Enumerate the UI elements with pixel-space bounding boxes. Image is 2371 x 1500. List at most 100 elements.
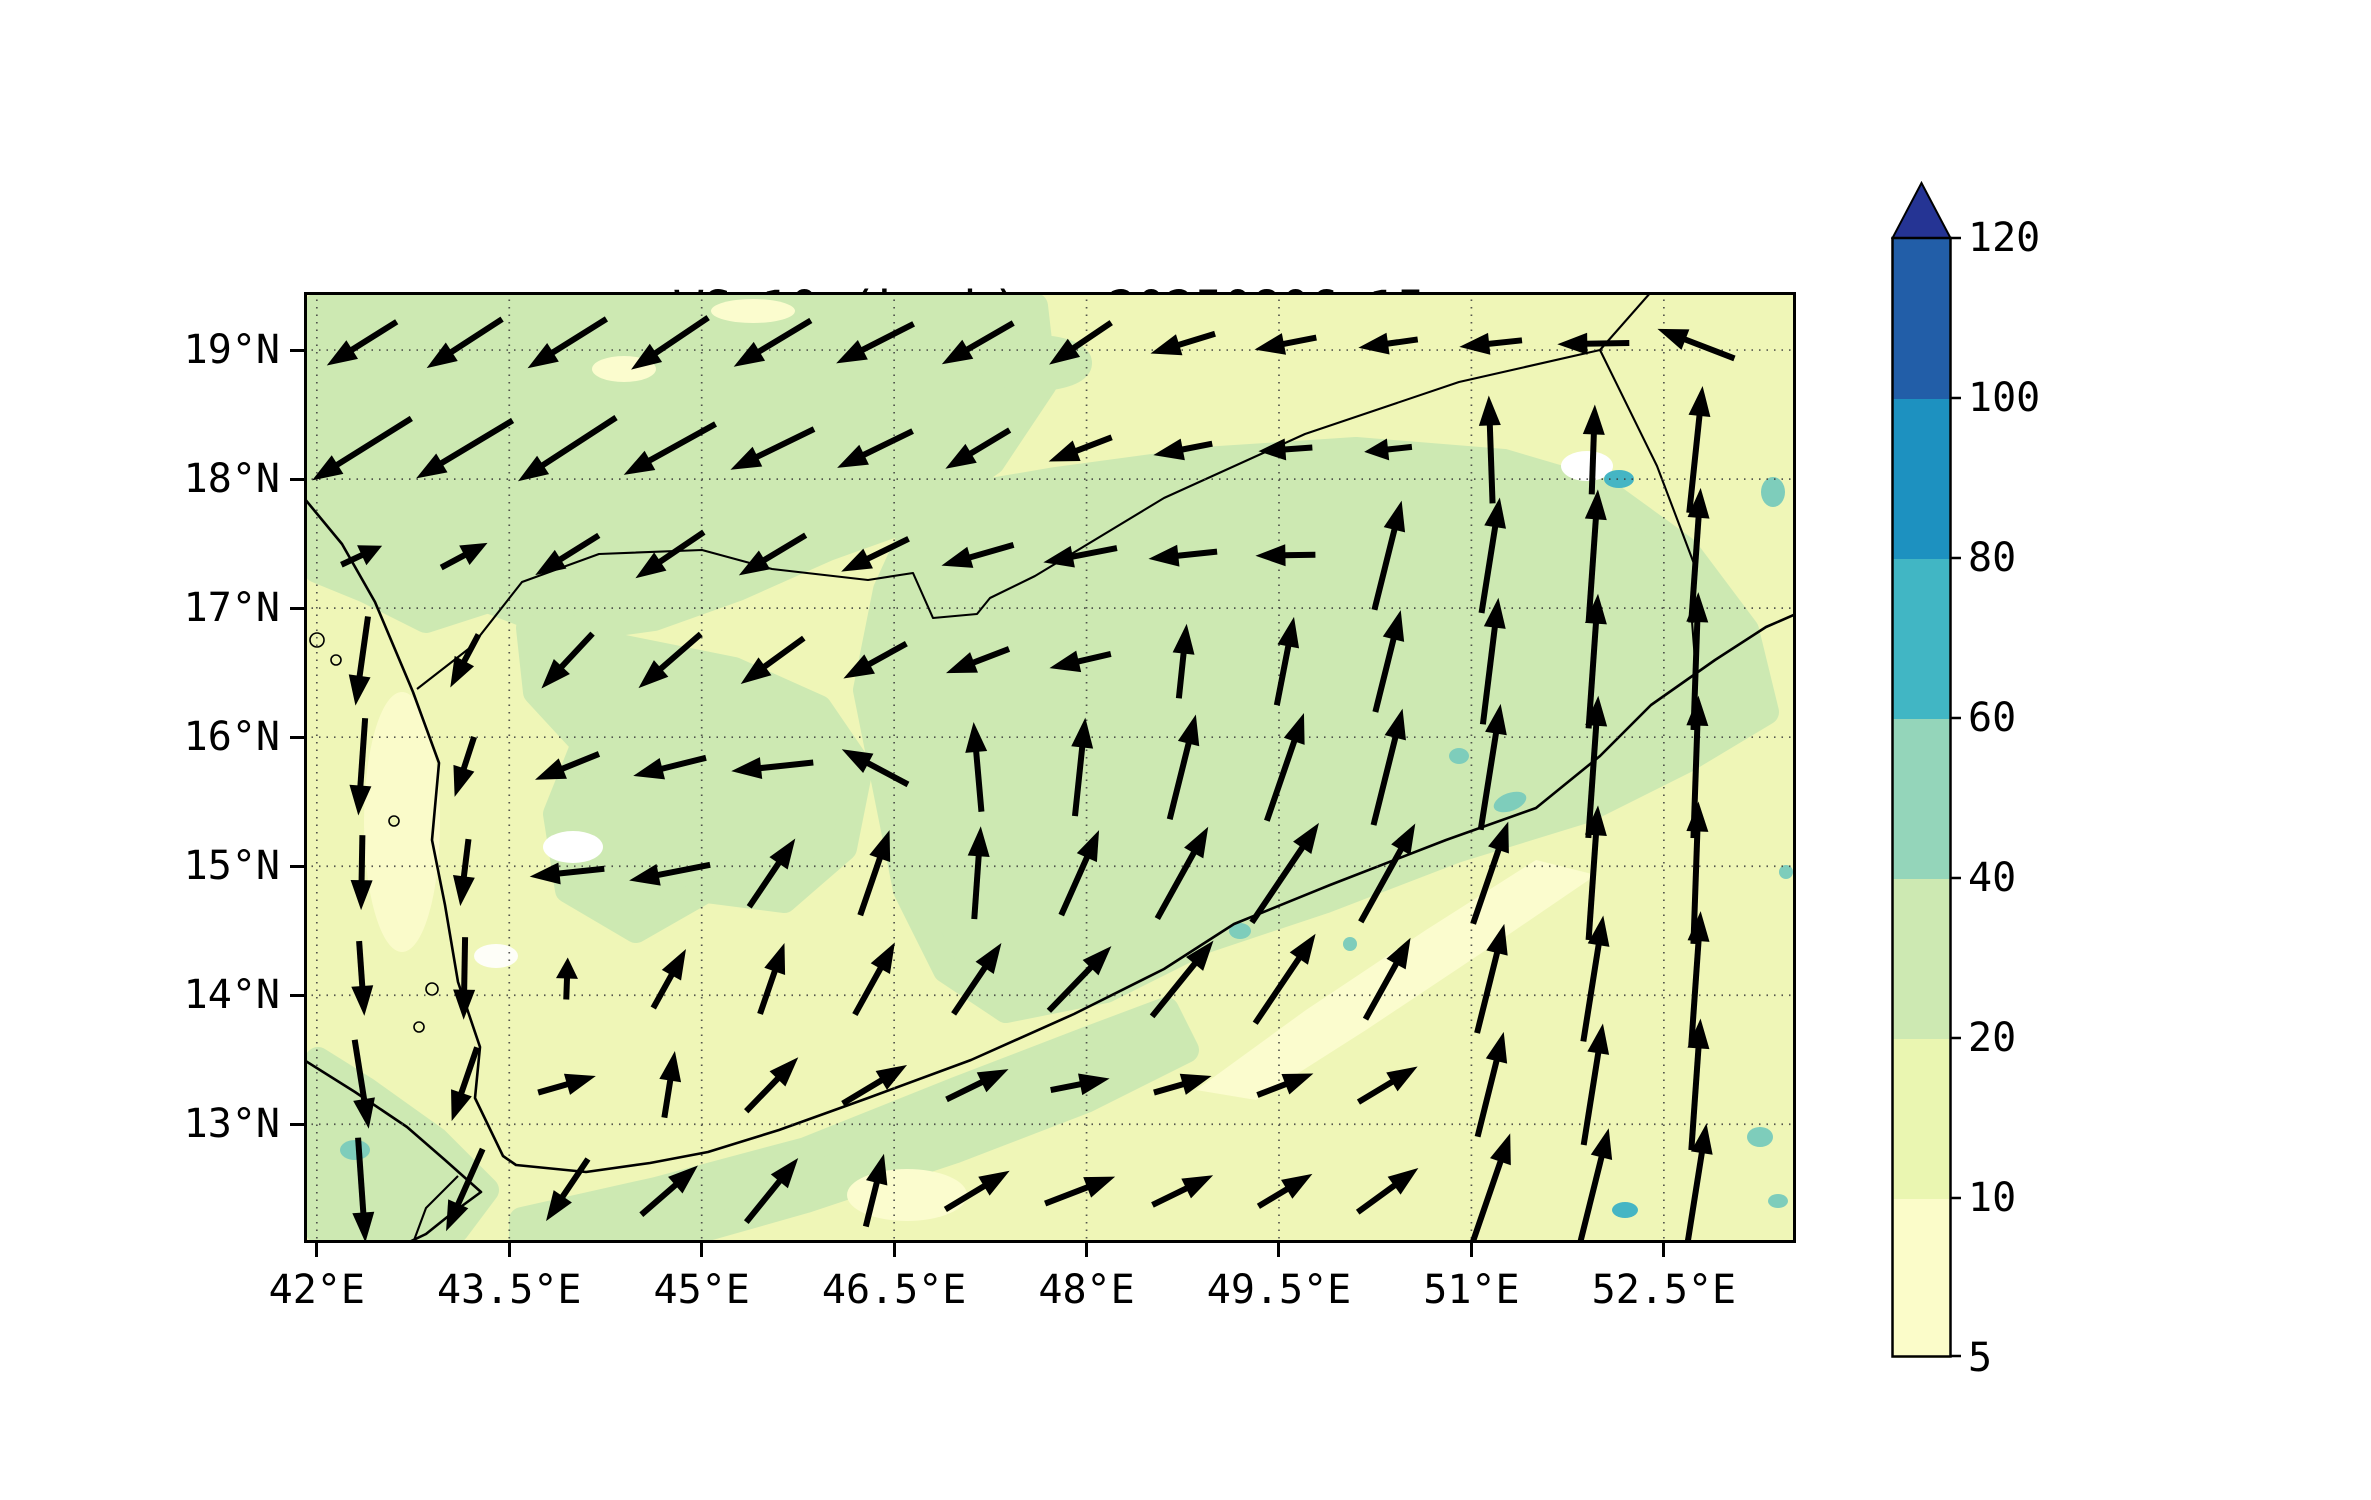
wind-arrow xyxy=(738,532,808,576)
quiver-overlay xyxy=(304,292,1796,1243)
colorbar-over-arrow xyxy=(1891,181,1953,239)
wind-arrow xyxy=(733,317,813,367)
wind-arrow xyxy=(1370,708,1406,826)
wind-arrow xyxy=(1151,1175,1214,1208)
wind-arrow xyxy=(757,943,786,1015)
wind-arrow xyxy=(730,426,816,470)
wind-arrow xyxy=(1584,489,1607,622)
x-tick xyxy=(1085,1243,1089,1257)
wind-arrow xyxy=(1470,821,1509,925)
wind-arrow xyxy=(1153,438,1213,461)
y-tick-label: 16°N xyxy=(183,714,280,761)
wind-arrow xyxy=(945,1069,1009,1103)
wind-arrow xyxy=(529,862,605,885)
wind-arrow xyxy=(941,542,1015,568)
wind-arrow xyxy=(965,722,988,812)
wind-arrow xyxy=(426,316,504,369)
x-tick-label: 45°E xyxy=(653,1267,750,1313)
wind-arrow xyxy=(1577,1128,1613,1243)
wind-arrow xyxy=(1356,1066,1418,1105)
wind-arrow xyxy=(1046,946,1112,1013)
wind-arrow xyxy=(326,319,399,366)
wind-arrow xyxy=(517,415,618,482)
wind-arrow xyxy=(1372,610,1405,713)
wind-arrow xyxy=(1172,623,1195,699)
wind-arrow xyxy=(1371,500,1406,611)
wind-arrow xyxy=(1255,544,1316,567)
x-tick xyxy=(1469,1243,1473,1257)
wind-arrow xyxy=(1256,1173,1313,1209)
y-tick xyxy=(290,606,304,610)
wind-arrow xyxy=(1686,386,1711,514)
x-tick-label: 52.5°E xyxy=(1591,1267,1737,1313)
wind-arrow xyxy=(527,316,609,369)
wind-arrow xyxy=(1258,438,1313,461)
wind-arrow xyxy=(1580,1023,1610,1146)
colorbar-segment xyxy=(1892,1198,1951,1358)
wind-arrow xyxy=(1148,544,1218,567)
wind-arrow xyxy=(416,417,515,479)
wind-arrow xyxy=(946,646,1011,674)
colorbar-tick-label: 10 xyxy=(1968,1175,2017,1221)
wind-arrow xyxy=(1049,650,1112,673)
colorbar-tick-label: 20 xyxy=(1968,1015,2017,1061)
wind-arrow xyxy=(1058,830,1100,917)
wind-arrow xyxy=(1364,438,1413,461)
colorbar-tick-label: 120 xyxy=(1968,215,2041,261)
x-tick xyxy=(315,1243,319,1257)
wind-arrow xyxy=(348,616,371,706)
y-tick-label: 17°N xyxy=(183,585,280,632)
wind-arrow xyxy=(852,942,895,1017)
wind-arrow xyxy=(743,1158,799,1225)
wind-arrow xyxy=(638,631,703,689)
plot-area xyxy=(304,292,1796,1243)
y-tick xyxy=(290,348,304,352)
wind-arrow xyxy=(1469,1133,1511,1243)
y-tick-label: 13°N xyxy=(183,1101,280,1148)
wind-arrow xyxy=(452,838,475,907)
wind-arrow xyxy=(951,943,1002,1016)
wind-arrow xyxy=(1557,332,1630,355)
wind-arrow xyxy=(635,529,706,579)
wind-arrow xyxy=(1044,1176,1116,1207)
colorbar-segment xyxy=(1892,238,1951,399)
wind-arrow xyxy=(740,635,806,684)
wind-arrow xyxy=(555,957,578,1000)
wind-arrow xyxy=(351,940,374,1016)
wind-arrow xyxy=(841,1064,908,1107)
wind-arrow xyxy=(1474,923,1508,1034)
wind-arrow xyxy=(1582,404,1605,495)
colorbar-tick-label: 5 xyxy=(1968,1335,1993,1381)
x-tick-label: 43.5°E xyxy=(437,1267,582,1313)
colorbar-outline xyxy=(1891,236,1952,1358)
wind-arrow xyxy=(659,1050,682,1119)
wind-arrow xyxy=(1684,1123,1713,1243)
wind-arrow xyxy=(1249,822,1319,925)
wind-arrow xyxy=(352,1137,375,1243)
wind-arrow xyxy=(843,640,908,679)
wind-arrow xyxy=(629,861,711,886)
wind-arrow xyxy=(1153,1073,1212,1096)
wind-arrow xyxy=(1657,328,1736,362)
x-tick xyxy=(700,1243,704,1257)
wind-arrow xyxy=(450,633,482,688)
wind-arrow xyxy=(837,428,914,468)
wind-arrow xyxy=(446,1147,486,1232)
wind-arrow xyxy=(1358,823,1416,924)
wind-arrow xyxy=(1584,593,1607,729)
wind-arrow xyxy=(744,1057,799,1114)
colorbar xyxy=(1891,181,1961,1358)
wind-arrow xyxy=(836,321,916,364)
wind-arrow xyxy=(1256,1073,1314,1098)
wind-speed-fill-40-60 xyxy=(340,470,1793,1218)
wind-arrow xyxy=(1580,915,1610,1042)
wind-arrow xyxy=(841,749,910,788)
wind-arrow xyxy=(1477,703,1507,831)
colorbar-tick-label: 60 xyxy=(1968,695,2017,741)
wind-arrow xyxy=(1358,332,1419,355)
colorbar-tick-label: 40 xyxy=(1968,855,2017,901)
colorbar-segment xyxy=(1892,1038,1951,1199)
wind-arrow xyxy=(1459,332,1523,355)
wind-arrow xyxy=(1149,940,1214,1019)
colorbar-segment xyxy=(1892,878,1951,1039)
